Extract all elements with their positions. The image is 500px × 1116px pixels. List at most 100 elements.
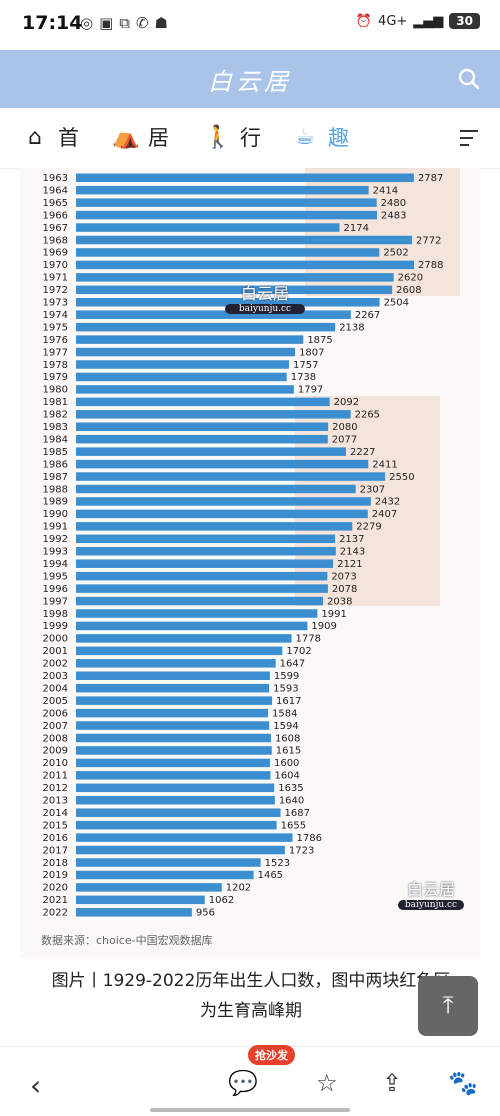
bar	[76, 223, 340, 232]
value-label: 1647	[280, 659, 305, 670]
comment-icon[interactable]: 💬	[228, 1069, 258, 1097]
year-label: 1984	[43, 434, 68, 445]
bar	[76, 298, 380, 307]
value-label: 2077	[332, 434, 357, 445]
bar	[76, 434, 328, 444]
bar	[76, 397, 330, 407]
year-label: 1965	[43, 198, 68, 209]
bar	[76, 833, 293, 842]
value-label: 2267	[355, 310, 380, 321]
value-label: 2483	[381, 210, 406, 221]
bar	[76, 883, 222, 892]
bar	[76, 260, 414, 270]
bar	[76, 385, 294, 394]
bar	[76, 783, 275, 793]
value-label: 1584	[272, 708, 297, 719]
year-label: 1998	[43, 609, 68, 620]
year-label: 1988	[43, 484, 68, 495]
bar	[76, 459, 369, 469]
year-label: 1989	[43, 497, 68, 508]
year-label: 1990	[43, 509, 68, 520]
star-icon[interactable]: ☆	[316, 1069, 338, 1097]
year-label: 1971	[43, 273, 68, 284]
value-label: 2787	[418, 173, 443, 184]
bar	[76, 634, 292, 643]
nav-item-travel[interactable]: 🚶 行	[204, 122, 261, 152]
signal-icon: ▂▄▆	[413, 13, 444, 29]
bar	[76, 372, 287, 382]
home-icon: ⌂	[28, 124, 42, 150]
caption-line: 为生育高峰期	[200, 1001, 302, 1021]
value-label: 1062	[209, 895, 234, 906]
nav-label: 首	[58, 126, 79, 150]
scroll-to-top-button[interactable]: ⤒	[418, 976, 478, 1036]
value-label: 1608	[275, 733, 300, 744]
value-label: 1909	[311, 621, 336, 632]
value-label: 2414	[373, 185, 398, 196]
site-header: 白云居	[0, 50, 500, 108]
year-label: 2020	[43, 883, 68, 894]
value-label: 1738	[291, 372, 316, 383]
bar	[76, 733, 271, 743]
value-label: 2073	[331, 571, 356, 582]
back-icon[interactable]: ‹	[30, 1069, 42, 1102]
year-label: 2019	[43, 870, 68, 881]
bar	[76, 322, 336, 332]
menu-icon[interactable]	[460, 130, 478, 146]
bar	[76, 509, 368, 519]
year-label: 2015	[43, 820, 68, 831]
walker-icon: 🚶	[204, 124, 232, 150]
nav-item-home[interactable]: ⌂ 首	[22, 122, 79, 152]
bar	[76, 497, 371, 506]
bar	[76, 845, 285, 855]
house-face-icon: ⛺	[112, 124, 140, 150]
value-label: 2411	[372, 459, 397, 470]
bar	[76, 571, 328, 581]
year-label: 1966	[43, 210, 68, 221]
value-label: 2265	[355, 410, 380, 421]
article-image: 1963 2787 1964 2414 1965 2480 1966 2483 1967 2174…	[20, 168, 480, 958]
value-label: 1655	[281, 820, 306, 831]
paw-icon[interactable]: 🐾	[448, 1069, 478, 1097]
year-label: 1999	[43, 621, 68, 632]
value-label: 1593	[273, 683, 298, 694]
nav-item-residence[interactable]: ⛺ 居	[112, 122, 169, 152]
nav-item-fun[interactable]: ☕ 趣	[292, 122, 349, 152]
year-label: 2004	[43, 683, 68, 694]
bar	[76, 646, 283, 656]
year-label: 2001	[43, 646, 68, 657]
bar	[76, 484, 356, 494]
search-icon[interactable]	[458, 68, 480, 90]
value-label: 1875	[307, 335, 332, 346]
value-label: 2174	[344, 223, 369, 234]
chart-source: 数据来源：choice-中国宏观数据库	[41, 934, 213, 947]
nav-label: 趣	[328, 126, 349, 150]
bar	[76, 310, 351, 319]
comment-badge: 抢沙发	[248, 1045, 295, 1065]
caption-line: 图片丨1929-2022历年出生人口数，图中两块红色区	[51, 971, 451, 991]
site-logo[interactable]: 白云居	[208, 68, 292, 96]
bar	[76, 758, 270, 768]
bar	[76, 210, 378, 220]
value-label: 1523	[265, 858, 290, 869]
status-indicators: ⏰ 4G+ ▂▄▆ 30	[356, 13, 480, 29]
value-label: 1723	[289, 845, 314, 856]
value-label: 2772	[416, 235, 441, 246]
main-nav: ⌂ 首 ⛺ 居 🚶 行 ☕ 趣	[0, 108, 500, 169]
value-label: 2608	[396, 285, 421, 296]
value-label: 1615	[276, 746, 301, 757]
bar	[76, 335, 304, 344]
value-label: 2550	[389, 472, 414, 483]
status-time: 17:14	[22, 12, 83, 34]
value-label: 2502	[383, 248, 408, 259]
year-label: 1964	[43, 185, 68, 196]
value-label: 2620	[398, 273, 423, 284]
value-label: 1687	[285, 808, 310, 819]
bottom-toolbar: ‹ 💬 抢沙发 ☆ ⇪ 🐾	[0, 1045, 500, 1116]
value-label: 2143	[340, 547, 365, 558]
share-icon[interactable]: ⇪	[382, 1069, 403, 1097]
year-label: 2000	[43, 634, 68, 645]
year-label: 1967	[43, 223, 68, 234]
bar	[76, 596, 324, 606]
image-caption: 图片丨1929-2022历年出生人口数，图中两块红色区 为生育高峰期	[22, 966, 480, 1026]
